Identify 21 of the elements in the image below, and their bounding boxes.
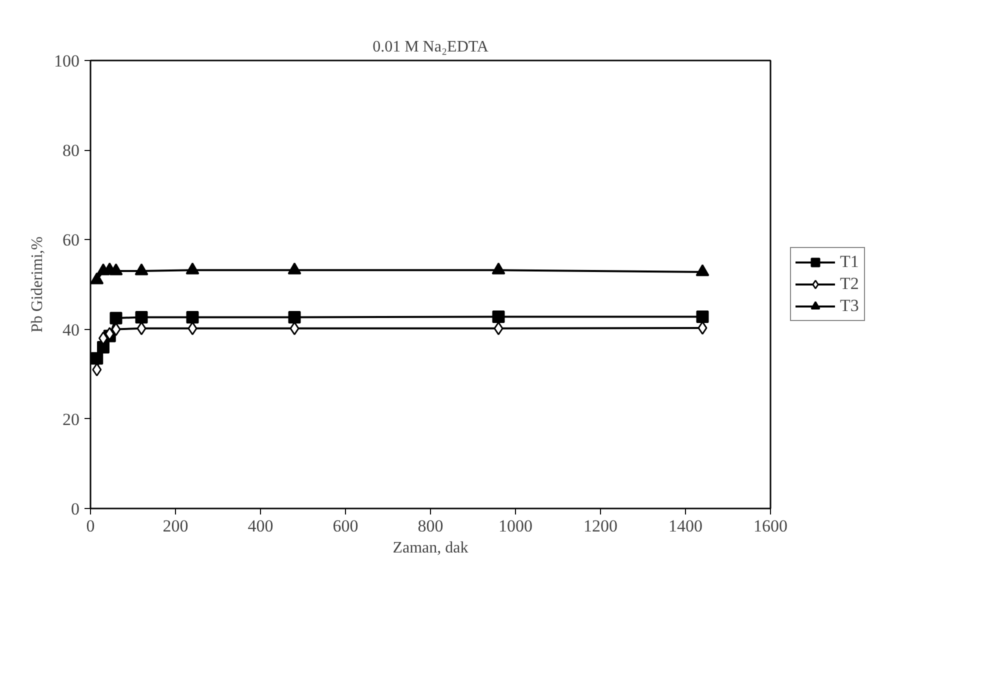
legend-label: T2 <box>840 274 860 294</box>
y-tick-label: 0 <box>71 500 80 518</box>
y-tick-label: 40 <box>62 320 80 340</box>
y-axis-title: Pb Giderimi,% <box>29 236 46 332</box>
legend-label: T1 <box>840 252 860 272</box>
x-tick-label: 1200 <box>584 516 618 536</box>
x-tick-label: 800 <box>418 516 444 536</box>
y-tick-label: 100 <box>54 52 80 70</box>
x-tick-label: 1600 <box>754 516 788 536</box>
x-tick-label: 400 <box>248 516 274 536</box>
x-tick-label: 600 <box>332 516 358 536</box>
y-tick-label: 20 <box>62 410 80 429</box>
x-axis-title: Zaman, dak <box>392 540 468 556</box>
chart-title: 0.01 M Na₂EDTA <box>372 38 489 56</box>
x-tick-label: 1000 <box>498 516 532 536</box>
x-tick-label: 0 <box>86 516 95 536</box>
legend-label: T3 <box>840 296 860 316</box>
y-tick-label: 60 <box>62 230 80 250</box>
y-tick-label: 80 <box>62 141 80 160</box>
x-tick-label: 200 <box>162 516 188 536</box>
x-tick-label: 1400 <box>668 516 702 536</box>
